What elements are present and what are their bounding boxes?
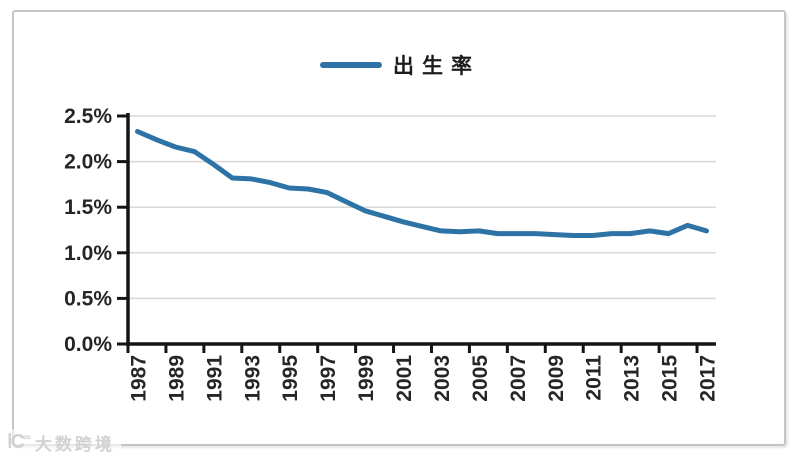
x-tick-label: 2007 <box>507 355 530 402</box>
x-tick-label: 2009 <box>545 355 568 402</box>
legend-line-swatch <box>320 62 382 68</box>
y-tick-label: 0.0% <box>64 333 112 356</box>
x-tick-label: 1999 <box>355 355 378 402</box>
x-tick-label: 1987 <box>127 355 150 402</box>
y-tick-label: 1.5% <box>64 196 112 219</box>
watermark-text: 大数跨境 <box>34 434 115 454</box>
y-tick-labels: 0.0% 0.5% 1.0% 1.5% 2.0% 2.5% <box>64 105 112 356</box>
y-tick-label: 2.0% <box>64 151 112 174</box>
x-tick-label: 2005 <box>469 355 492 402</box>
x-tick-label: 1995 <box>279 355 302 402</box>
x-tick-label: 1991 <box>203 355 226 402</box>
gridlines <box>128 115 716 300</box>
legend-label: 出生率 <box>393 54 480 78</box>
y-tick-label: 1.0% <box>64 242 112 265</box>
x-tick-label: 2013 <box>621 355 644 402</box>
watermark: ǀϹ∞ 大数跨境 <box>7 429 121 455</box>
x-tick-label: 2017 <box>697 355 720 402</box>
x-tick-label: 1993 <box>241 355 264 402</box>
y-tick-label: 0.5% <box>64 287 112 310</box>
axes <box>117 113 716 353</box>
x-tick-label: 2003 <box>431 355 454 402</box>
image-frame <box>12 10 786 446</box>
x-tick-label: 1989 <box>165 355 188 402</box>
x-tick-label: 2011 <box>583 355 606 401</box>
x-tick-labels: 1987 1989 1991 1993 1995 1997 1999 2001 2003 2005… <box>127 355 719 402</box>
x-tick-label: 2001 <box>393 355 416 402</box>
y-tick-label: 2.5% <box>64 105 112 128</box>
chart-legend: 出生率 <box>0 52 800 78</box>
x-tick-label: 1997 <box>317 355 340 402</box>
birth-rate-line <box>135 129 709 238</box>
x-tick-label: 2015 <box>659 355 682 402</box>
watermark-logo-icon: ǀϹ∞ <box>7 430 31 453</box>
